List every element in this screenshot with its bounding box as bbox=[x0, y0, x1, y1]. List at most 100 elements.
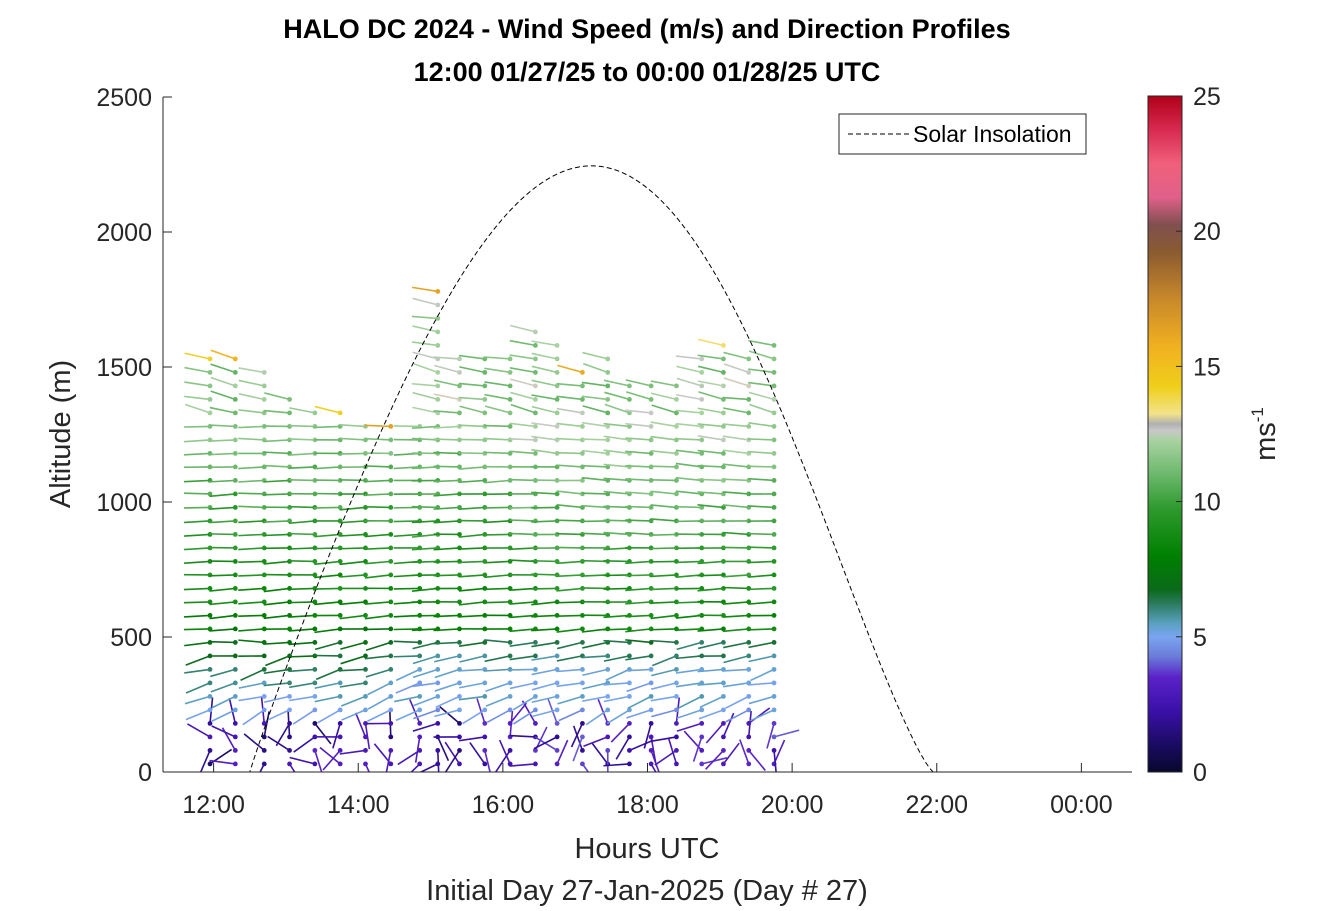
wind-barb-shaft bbox=[626, 682, 652, 693]
wind-barb-shaft bbox=[184, 352, 211, 360]
wind-barb-shaft bbox=[625, 614, 652, 618]
wind-barb-shaft bbox=[434, 668, 460, 679]
wind-barb-point bbox=[533, 667, 538, 672]
wind-barb-shaft bbox=[723, 407, 749, 414]
wind-barb-point bbox=[648, 748, 654, 753]
wind-barb-shaft bbox=[364, 424, 391, 428]
wind-barb-shaft bbox=[650, 574, 677, 578]
wind-barb-shaft bbox=[263, 439, 290, 443]
wind-barb-shaft bbox=[275, 722, 291, 747]
wind-barb-shaft bbox=[458, 452, 485, 455]
wind-profile bbox=[288, 407, 332, 772]
wind-barb-shaft bbox=[512, 695, 536, 711]
wind-barb-shaft bbox=[582, 641, 608, 649]
wind-barb-shaft bbox=[603, 614, 630, 619]
wind-barb-shaft bbox=[411, 315, 438, 320]
wind-barb-point bbox=[674, 694, 679, 699]
wind-barb-shaft bbox=[697, 478, 724, 482]
wind-barb-shaft bbox=[625, 478, 652, 482]
wind-barb-shaft bbox=[556, 407, 583, 414]
wind-barb-point bbox=[337, 734, 343, 740]
wind-barb-point bbox=[388, 707, 394, 713]
wind-barb-point bbox=[261, 721, 267, 726]
wind-barb-shaft bbox=[433, 356, 460, 360]
wind-barb-shaft bbox=[288, 466, 315, 470]
wind-barb-shaft bbox=[651, 709, 677, 718]
colorbar-ticks: 0 5 10 15 20 25 bbox=[1176, 83, 1221, 787]
wind-barb-point bbox=[605, 437, 611, 443]
wind-barb-shaft bbox=[288, 628, 315, 632]
wind-barb-point bbox=[287, 680, 292, 686]
wind-barb-point bbox=[699, 383, 705, 389]
wind-barb-shaft bbox=[184, 695, 211, 705]
wind-barb-point bbox=[363, 559, 368, 564]
wind-barb-point bbox=[533, 653, 538, 659]
wind-barb-point bbox=[554, 653, 560, 659]
wind-barb-point bbox=[627, 397, 632, 402]
wind-profile bbox=[509, 324, 548, 767]
wind-barb-shaft bbox=[209, 406, 236, 414]
wind-barb-shaft bbox=[625, 628, 652, 633]
wind-barb-shaft bbox=[209, 628, 236, 632]
wind-barb-point bbox=[363, 572, 368, 578]
wind-barb-point bbox=[627, 424, 632, 429]
wind-barb-point bbox=[721, 653, 726, 659]
wind-barb-point bbox=[232, 505, 238, 510]
wind-barb-point bbox=[388, 586, 394, 591]
wind-barb-shaft bbox=[469, 742, 486, 765]
wind-barb-shaft bbox=[365, 641, 392, 651]
wind-barb-shaft bbox=[458, 396, 485, 401]
wind-barb-shaft bbox=[242, 709, 265, 726]
wind-barb-shaft bbox=[604, 403, 630, 414]
wind-barb-point bbox=[533, 397, 538, 402]
wind-barb-shaft bbox=[697, 682, 724, 686]
wind-barb-point bbox=[388, 491, 394, 497]
wind-barb-shaft bbox=[288, 505, 315, 509]
wind-barb-shaft bbox=[211, 709, 236, 722]
wind-barb-shaft bbox=[556, 382, 583, 387]
wind-barb-point bbox=[457, 356, 462, 362]
wind-barb-shaft bbox=[625, 531, 652, 536]
wind-barb-point bbox=[507, 410, 513, 416]
wind-barb-point bbox=[507, 383, 513, 389]
wind-barb-point bbox=[721, 707, 726, 713]
wind-barb-shaft bbox=[509, 422, 536, 428]
wind-barb-shaft bbox=[393, 520, 420, 523]
wind-barb-shaft bbox=[697, 435, 724, 441]
wind-barb-shaft bbox=[434, 682, 460, 692]
wind-barb-point bbox=[554, 424, 560, 429]
wind-barb-shaft bbox=[339, 452, 366, 455]
wind-barb-point bbox=[771, 424, 777, 429]
wind-barb-point bbox=[746, 356, 752, 362]
wind-barb-point bbox=[457, 586, 462, 591]
wind-barb-point bbox=[482, 734, 488, 740]
wind-barb-point bbox=[363, 599, 368, 605]
wind-barb-shaft bbox=[238, 547, 265, 551]
wind-barb-shaft bbox=[393, 628, 420, 631]
wind-barb-shaft bbox=[722, 491, 749, 495]
wind-barb-point bbox=[261, 397, 267, 402]
wind-barb-shaft bbox=[603, 531, 630, 536]
wind-barb-point bbox=[605, 667, 611, 672]
wind-barb-point bbox=[746, 626, 752, 632]
wind-barb-shaft bbox=[462, 709, 486, 725]
wind-barb-point bbox=[207, 383, 213, 389]
wind-barb-shaft bbox=[484, 451, 511, 455]
wind-barb-shaft bbox=[240, 668, 265, 681]
wind-barb-shaft bbox=[484, 587, 511, 591]
wind-barb-shaft bbox=[484, 655, 511, 663]
wind-barb-point bbox=[457, 599, 462, 605]
colorbar-tick-label: 10 bbox=[1193, 489, 1221, 517]
wind-barb-point bbox=[605, 451, 611, 456]
wind-barb-point bbox=[232, 734, 238, 740]
wind-barb-shaft bbox=[650, 392, 677, 401]
wind-barb-point bbox=[580, 424, 585, 429]
wind-profile bbox=[183, 352, 233, 772]
wind-barb-shaft bbox=[411, 382, 438, 387]
wind-barb-point bbox=[627, 626, 632, 632]
wind-barb-shaft bbox=[183, 452, 211, 456]
wind-barb-shaft bbox=[314, 506, 341, 509]
wind-barb-shaft bbox=[238, 479, 265, 483]
wind-barb-point bbox=[771, 599, 777, 605]
wind-barb-point bbox=[207, 707, 213, 713]
